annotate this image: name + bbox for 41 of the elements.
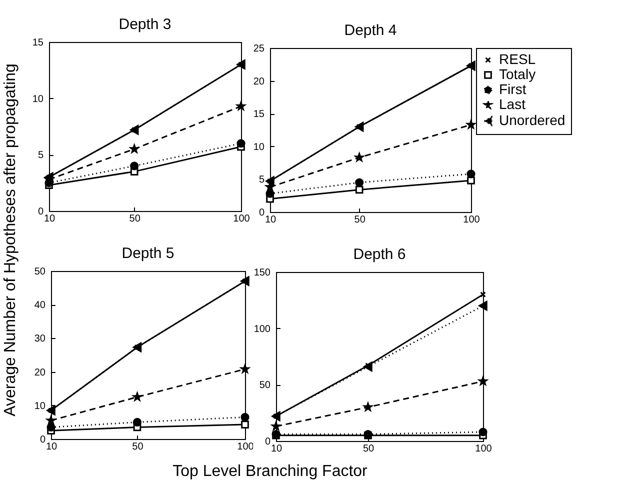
legend-label: Last <box>499 96 526 112</box>
y-tick-label: 10 <box>34 400 46 412</box>
x-tick-label: 100 <box>475 444 492 454</box>
chart-title: Depth 4 <box>344 22 397 39</box>
y-tick-label: 5 <box>258 174 265 186</box>
legend-label: Unordered <box>499 112 566 128</box>
x-tick-label: 10 <box>270 444 282 454</box>
x-tick-label: 50 <box>362 444 374 454</box>
y-tick-label: 15 <box>32 38 44 48</box>
y-tick-label: 10 <box>253 142 265 153</box>
y-tick-label: 0 <box>38 206 44 218</box>
y-tick-label: 30 <box>34 334 46 345</box>
y-tick-label: 20 <box>253 76 265 88</box>
legend-label: Totaly <box>499 66 536 82</box>
legend-label: RESL <box>499 51 536 67</box>
y-tick-label: 15 <box>253 109 265 120</box>
y-tick-label: 100 <box>254 324 271 335</box>
x-tick-label: 10 <box>46 442 58 452</box>
y-tick-label: 50 <box>259 380 271 392</box>
x-tick-label: 50 <box>354 214 366 226</box>
chart-title: Depth 6 <box>353 246 406 263</box>
chart-title: Depth 3 <box>118 16 172 33</box>
y-tick-label: 5 <box>38 150 44 162</box>
y-tick-label: 0 <box>264 436 271 448</box>
x-tick-label: 50 <box>129 214 141 224</box>
x-tick-label: 100 <box>237 442 254 452</box>
x-tick-label: 100 <box>463 214 480 226</box>
y-tick-label: 50 <box>34 266 46 278</box>
x-tick-label: 50 <box>132 442 144 452</box>
chart-title: Depth 5 <box>122 245 174 262</box>
y-tick-label: 25 <box>253 44 265 54</box>
y-tick-label: 0 <box>258 208 265 218</box>
y-tick-label: 0 <box>40 434 46 446</box>
y-axis-title: Average Number of Hypotheses after propagating <box>2 64 20 416</box>
x-axis-title: Top Level Branching Factor <box>172 463 368 481</box>
y-tick-label: 150 <box>254 268 271 278</box>
y-tick-label: 10 <box>32 94 44 105</box>
y-tick-label: 40 <box>34 300 46 312</box>
legend-label: First <box>499 81 526 97</box>
x-tick-label: 100 <box>233 214 250 224</box>
y-tick-label: 20 <box>34 367 46 378</box>
